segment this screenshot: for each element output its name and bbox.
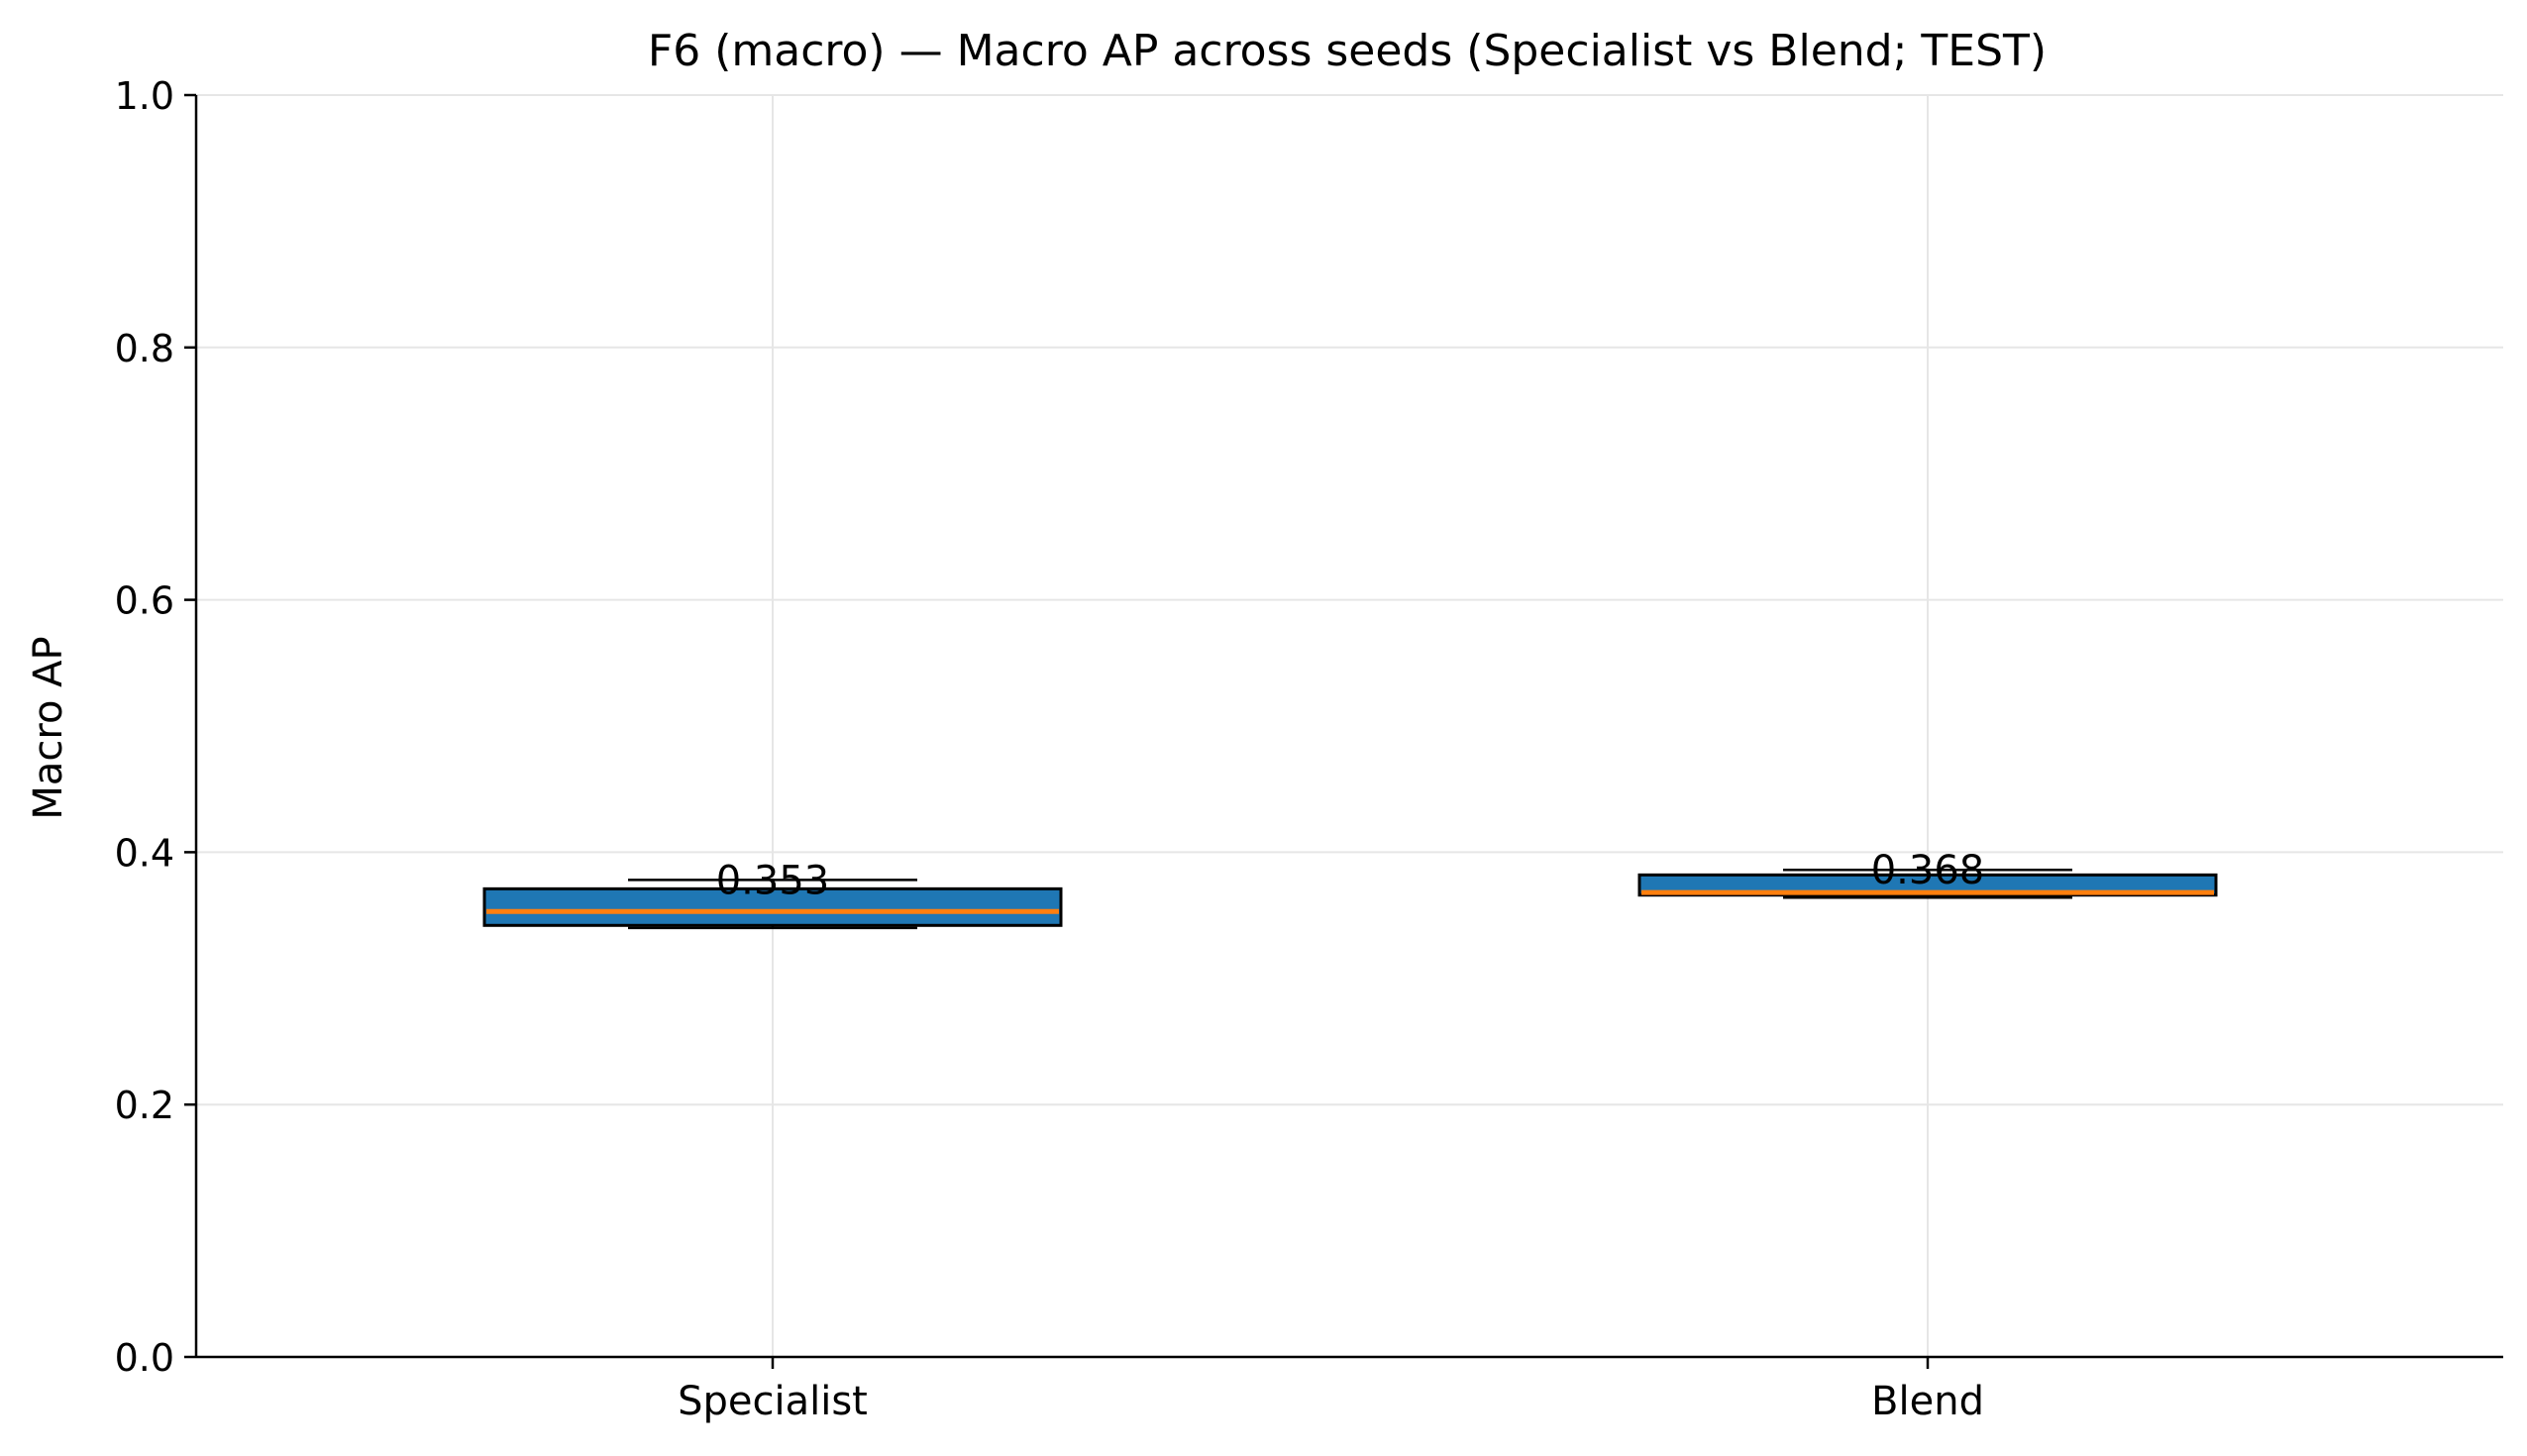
y-tick-label: 0.4	[115, 831, 174, 875]
box-blend: 0.368	[1637, 848, 2218, 899]
y-tick-label: 0.6	[115, 579, 174, 623]
box-specialist: 0.353	[482, 858, 1063, 930]
median-label: 0.353	[716, 858, 830, 903]
y-tick-label: 1.0	[115, 74, 174, 118]
box-layer: 0.353 0.368	[482, 848, 2218, 930]
axes-layer: 0.0 0.2 0.4 0.6 0.8 1.0 Specialist Blend	[115, 74, 2503, 1424]
x-tick-label: Blend	[1871, 1379, 1984, 1424]
y-tick-label: 0.0	[115, 1336, 174, 1380]
box-body	[1637, 873, 2218, 897]
x-tick-label: Specialist	[678, 1379, 868, 1424]
y-axis-label: Macro AP	[26, 636, 71, 819]
median-label: 0.368	[1871, 848, 1985, 893]
chart-title: F6 (macro) — Macro AP across seeds (Spec…	[648, 26, 2047, 76]
grid-layer	[196, 94, 2503, 1358]
y-tick-label: 0.8	[115, 327, 174, 370]
y-tick-label: 0.2	[115, 1084, 174, 1127]
box-body	[482, 886, 1063, 927]
